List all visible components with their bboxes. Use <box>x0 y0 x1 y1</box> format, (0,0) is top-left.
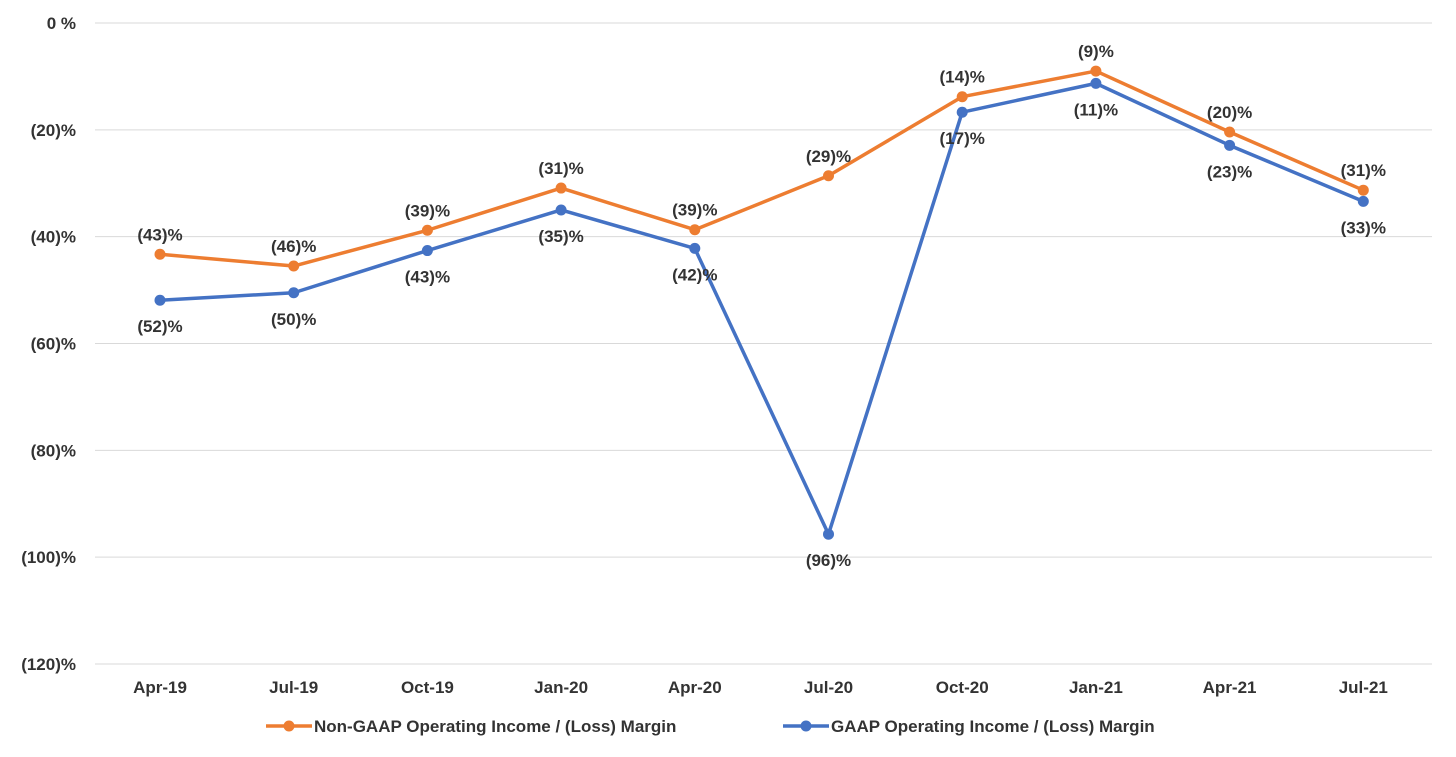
legend-marker <box>800 720 812 732</box>
x-tick-label: Jul-21 <box>1339 678 1388 697</box>
data-point <box>421 245 433 257</box>
data-labels: (43)% (46)% (39)% (31)% (39)% (29)% (14)% (9)% (… <box>137 42 1386 570</box>
legend-label: GAAP Operating Income / (Loss) Margin <box>831 717 1155 736</box>
data-point <box>1224 139 1236 151</box>
x-tick-label: Apr-20 <box>668 678 722 697</box>
x-tick-label: Oct-20 <box>936 678 989 697</box>
y-tick-label: (80)% <box>31 441 76 460</box>
data-label: (50)% <box>271 310 316 329</box>
data-label: (20)% <box>1207 103 1252 122</box>
data-label: (39)% <box>672 201 717 220</box>
data-label: (46)% <box>271 237 316 256</box>
data-label: (23)% <box>1207 162 1252 181</box>
data-point <box>288 260 300 272</box>
y-tick-label: (60)% <box>31 335 76 354</box>
x-axis: Apr-19 Jul-19 Oct-19 Jan-20 Apr-20 Jul-20 Oct-… <box>133 678 1388 697</box>
data-point <box>1357 184 1369 196</box>
y-axis: 0 % (20)% (40)% (60)% (80)% (100)% (120)% <box>21 14 76 674</box>
data-label: (11)% <box>1074 100 1118 119</box>
data-label: (52)% <box>137 317 182 336</box>
data-point <box>823 528 834 540</box>
x-tick-label: Jan-21 <box>1069 678 1123 697</box>
data-label: (35)% <box>538 227 583 246</box>
series-line-non-gaap <box>158 69 1366 268</box>
data-label: (43)% <box>137 225 182 244</box>
y-tick-label: (100)% <box>21 548 76 567</box>
x-tick-label: Apr-21 <box>1203 678 1257 697</box>
x-tick-label: Jul-19 <box>269 678 318 697</box>
data-point <box>421 224 433 236</box>
data-label: (96)% <box>806 551 851 570</box>
x-tick-label: Apr-19 <box>133 678 187 697</box>
data-label: (14)% <box>940 68 985 87</box>
y-tick-label: (120)% <box>21 655 76 674</box>
data-point <box>555 204 567 216</box>
data-point <box>1357 195 1369 207</box>
data-point <box>154 294 166 306</box>
data-point <box>288 287 300 299</box>
legend-marker <box>283 720 295 732</box>
gridlines <box>95 22 1432 665</box>
data-label: (42)% <box>672 265 717 284</box>
data-point <box>1090 65 1102 77</box>
data-label: (29)% <box>806 147 851 166</box>
data-label: (17)% <box>940 129 985 148</box>
x-tick-label: Oct-19 <box>401 678 454 697</box>
data-point <box>154 248 166 260</box>
data-label: (31)% <box>1341 161 1386 180</box>
x-tick-label: Jan-20 <box>534 678 588 697</box>
data-point <box>823 170 834 182</box>
data-label: (43)% <box>405 268 450 287</box>
data-point <box>1224 126 1236 138</box>
data-point <box>689 224 701 236</box>
series-lines <box>154 65 1369 540</box>
series-line-gaap <box>158 81 1366 536</box>
y-tick-label: (40)% <box>31 228 76 247</box>
data-label: (33)% <box>1341 218 1386 237</box>
data-point <box>956 106 968 118</box>
legend-label: Non-GAAP Operating Income / (Loss) Margi… <box>314 717 676 736</box>
data-point <box>555 182 567 194</box>
x-tick-label: Jul-20 <box>804 678 853 697</box>
data-point <box>689 242 701 254</box>
data-point <box>956 91 968 103</box>
y-tick-label: 0 % <box>47 14 76 33</box>
y-tick-label: (20)% <box>31 121 76 140</box>
data-label: (31)% <box>538 159 583 178</box>
legend: Non-GAAP Operating Income / (Loss) Margi… <box>266 717 1155 736</box>
data-label: (39)% <box>405 201 450 220</box>
data-label: (9)% <box>1078 42 1114 61</box>
data-point <box>1090 77 1102 89</box>
